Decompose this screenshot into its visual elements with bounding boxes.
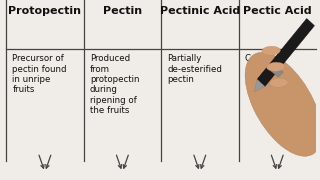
Ellipse shape bbox=[267, 62, 285, 71]
Text: Precursor of
pectin found
in unripe
fruits: Precursor of pectin found in unripe frui… bbox=[12, 54, 67, 94]
Text: Protopectin: Protopectin bbox=[8, 6, 81, 16]
Text: Produced
from
protopectin
during
ripening of
the fruits: Produced from protopectin during ripenin… bbox=[90, 54, 139, 115]
Text: Pectinic Acid: Pectinic Acid bbox=[160, 6, 240, 16]
Polygon shape bbox=[257, 19, 315, 86]
Polygon shape bbox=[270, 66, 284, 77]
Text: C: C bbox=[245, 54, 251, 63]
Ellipse shape bbox=[245, 52, 320, 156]
Text: Pectin: Pectin bbox=[103, 6, 142, 16]
Text: Pectic Acid: Pectic Acid bbox=[243, 6, 312, 16]
Ellipse shape bbox=[262, 46, 280, 55]
Polygon shape bbox=[254, 79, 265, 92]
Ellipse shape bbox=[269, 78, 288, 87]
Text: Partially
de-esterified
pectin: Partially de-esterified pectin bbox=[167, 54, 222, 84]
